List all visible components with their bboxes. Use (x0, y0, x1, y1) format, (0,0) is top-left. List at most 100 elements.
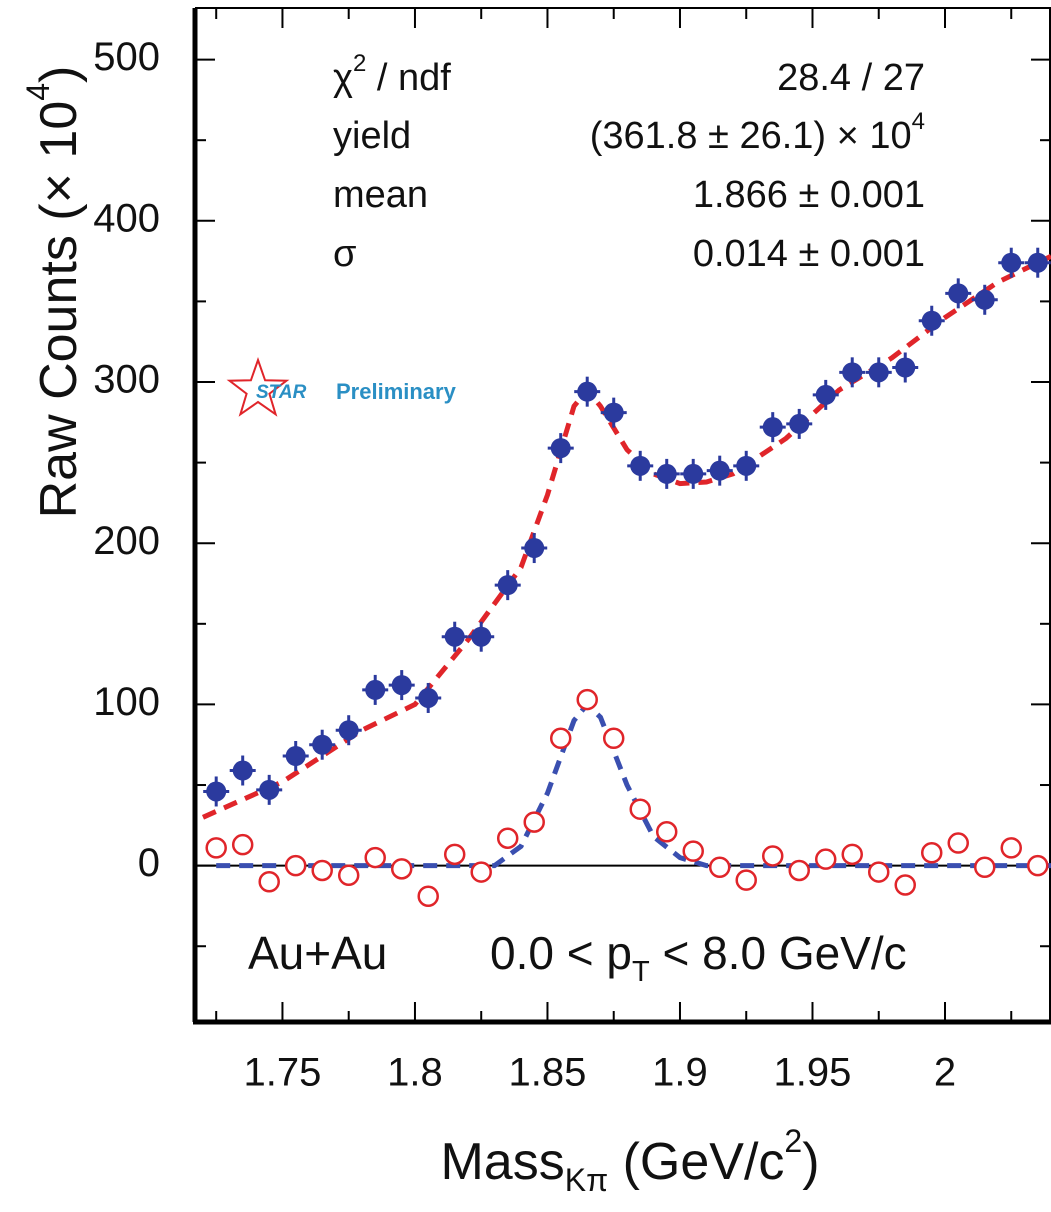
data-point (786, 408, 813, 439)
point-marker (444, 626, 465, 647)
point-marker (312, 734, 333, 755)
point-marker (1027, 252, 1048, 273)
logo-star-text: STAR (256, 382, 307, 403)
point-marker (497, 575, 518, 596)
point-marker (789, 413, 810, 434)
point-marker (524, 538, 545, 559)
point-marker (735, 869, 757, 891)
data-point (574, 376, 601, 407)
data-point (229, 755, 256, 786)
text-part: 2 (353, 50, 366, 77)
y-tick-label: 200 (93, 519, 160, 563)
data-point (205, 837, 227, 859)
x-tick-label: 2 (934, 1051, 956, 1095)
data-point (494, 570, 521, 601)
point-marker (682, 840, 704, 862)
point-marker (948, 283, 969, 304)
data-point (337, 864, 360, 887)
data-point (470, 861, 492, 883)
text-part: Kπ (565, 1163, 608, 1199)
point-marker (762, 417, 783, 438)
point-marker (736, 455, 757, 476)
point-marker (709, 460, 730, 481)
y-tick-label: 500 (93, 35, 160, 79)
text-part: Mass (440, 1133, 564, 1191)
data-point (971, 284, 998, 315)
point-marker (206, 781, 227, 802)
logo-text: Preliminary (336, 379, 457, 404)
x-tick-label: 1.75 (244, 1051, 322, 1095)
data-point (629, 798, 651, 820)
point-marker (708, 856, 731, 878)
data-point (1024, 247, 1051, 278)
point-marker (550, 438, 571, 459)
point-marker (231, 833, 254, 856)
text-part: 0.0 < p (490, 927, 632, 979)
fit-curve (201, 254, 1051, 820)
data-point (443, 843, 466, 866)
point-marker (761, 845, 784, 867)
stat-value: 1.866 ± 0.001 (693, 174, 925, 216)
data-point (733, 450, 760, 481)
text-part: ) (802, 1133, 819, 1191)
point-marker (867, 861, 890, 883)
data-point (706, 455, 733, 486)
stat-value: 0.014 ± 0.001 (693, 233, 925, 275)
fit-curve (216, 700, 1051, 869)
point-marker (205, 837, 227, 859)
point-marker (258, 870, 280, 893)
point-marker (683, 463, 704, 484)
text-part: yield (333, 115, 411, 157)
text-part: < 8.0 GeV/c (650, 927, 907, 979)
text-part: T (632, 956, 650, 988)
point-marker (232, 760, 253, 781)
data-point (653, 458, 680, 489)
data-point (284, 854, 307, 877)
stat-value: (361.8 ± 26.1) × 104 (590, 108, 925, 157)
data-point (256, 774, 283, 805)
point-marker (523, 811, 545, 833)
point-marker (629, 798, 651, 820)
data-point (362, 674, 389, 705)
pt-range-label: 0.0 < pT < 8.0 GeV/c (490, 927, 907, 988)
text-part: 1.866 ± 0.001 (693, 174, 925, 216)
point-marker (577, 381, 598, 402)
point-marker (259, 779, 280, 800)
data-point (788, 859, 810, 882)
point-marker (1001, 252, 1022, 273)
data-point (282, 741, 309, 772)
stat-label: χ2 / ndf (333, 50, 451, 99)
x-tick-label: 1.8 (387, 1051, 443, 1095)
data-point (892, 352, 919, 383)
data-point (576, 688, 598, 711)
point-marker (443, 843, 466, 866)
data-point (549, 727, 572, 750)
data-point (600, 397, 627, 428)
data-point (841, 843, 863, 866)
data-point (761, 845, 784, 867)
data-point (496, 827, 519, 849)
data-point (812, 379, 839, 410)
data-point (388, 670, 415, 701)
x-tick-label: 1.95 (774, 1051, 852, 1095)
point-marker (841, 843, 863, 866)
data-point (918, 305, 945, 336)
point-marker (974, 289, 995, 310)
y-tick-label: 0 (138, 841, 160, 885)
data-point (998, 247, 1025, 278)
data-point (894, 874, 916, 896)
point-marker (338, 720, 359, 741)
data-point (311, 859, 333, 882)
point-marker (470, 861, 492, 883)
data-point (814, 848, 837, 870)
text-part: σ (333, 233, 356, 275)
data-point (258, 870, 280, 893)
stat-label: mean (333, 174, 428, 216)
data-point (468, 621, 495, 652)
point-marker (788, 859, 810, 882)
x-axis-label: MassKπ (GeV/c2) (440, 1124, 819, 1199)
data-point (521, 533, 548, 564)
data-point (865, 357, 892, 388)
data-point (417, 885, 439, 908)
